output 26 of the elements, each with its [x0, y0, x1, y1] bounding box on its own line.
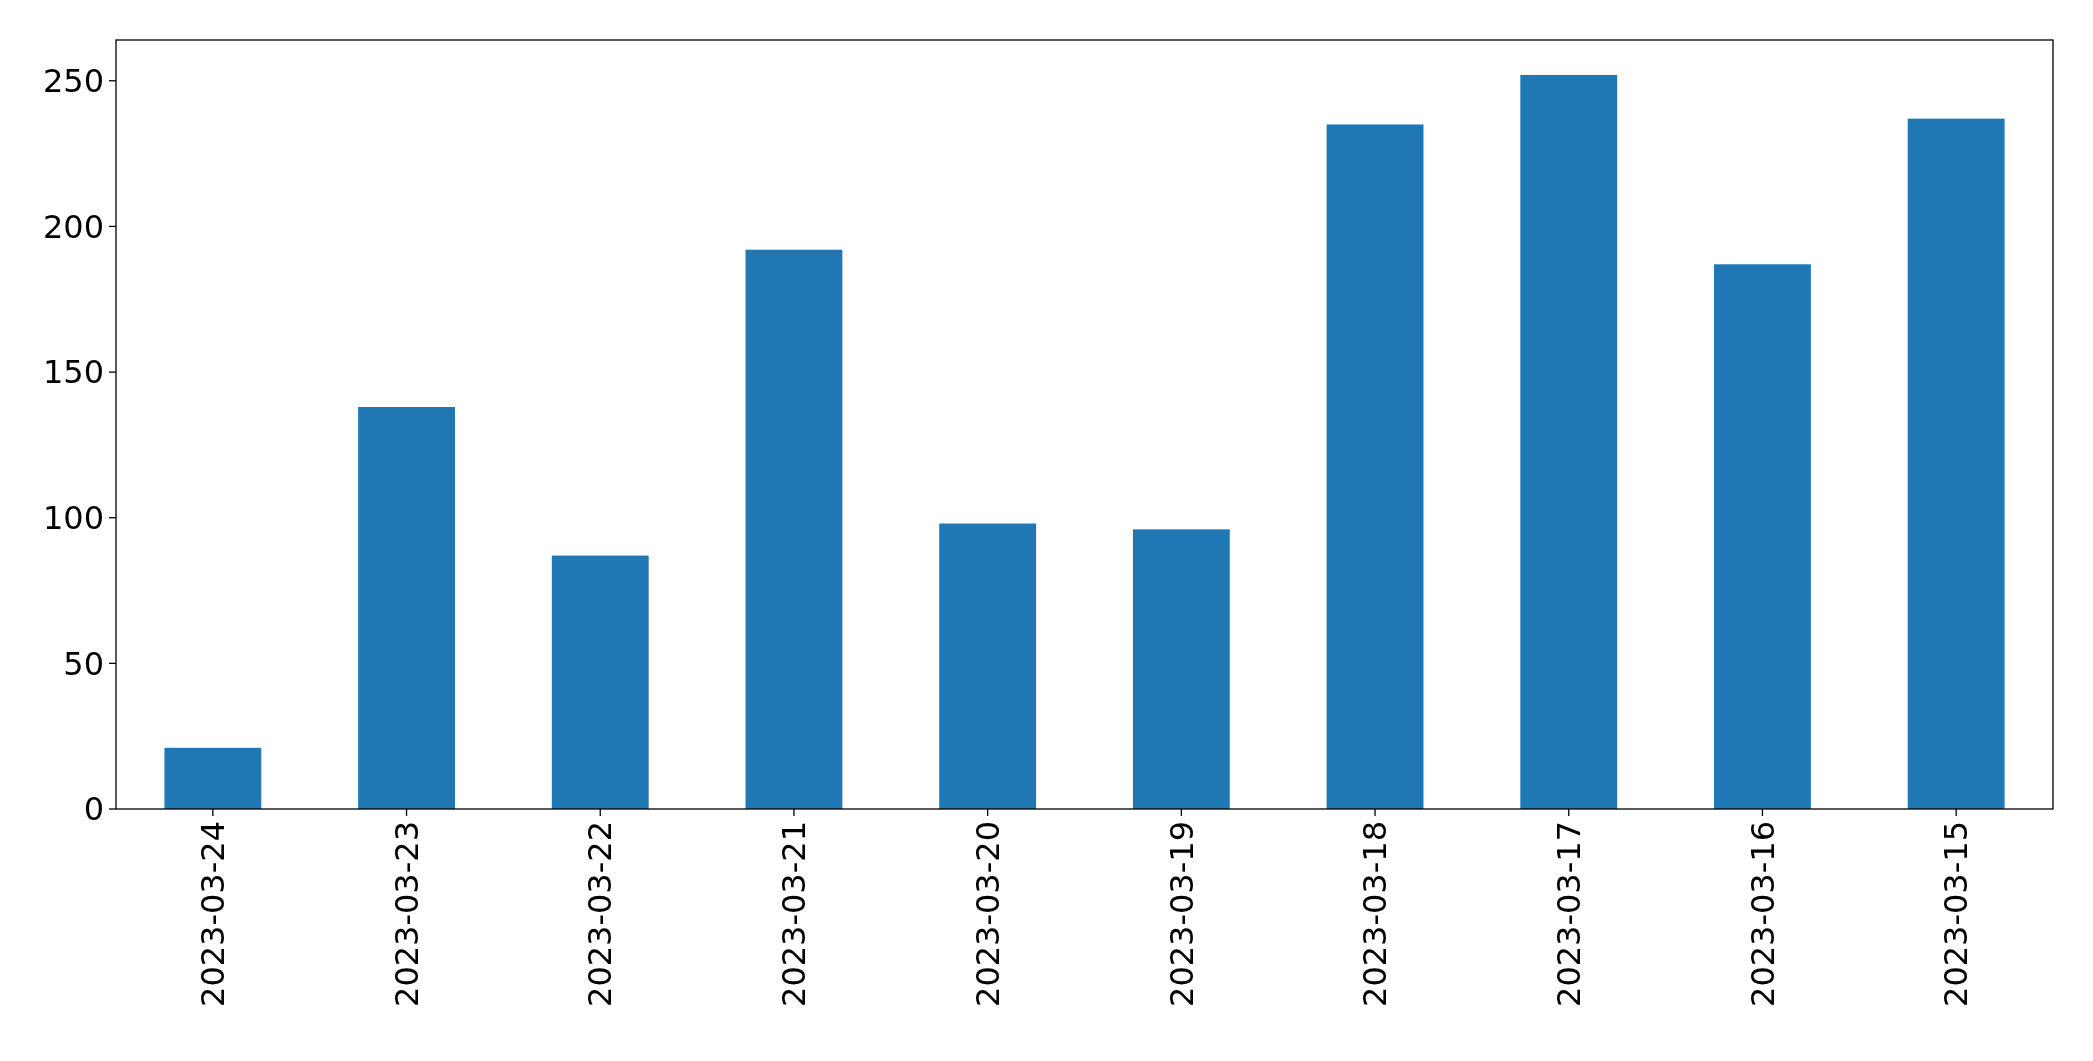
bar [745, 249, 843, 809]
y-tick-label: 0 [83, 790, 104, 829]
x-tick-label: 2023-03-18 [1356, 821, 1395, 1007]
bar [1907, 118, 2005, 809]
x-tick-label: 2023-03-20 [968, 821, 1007, 1007]
bar [1326, 124, 1424, 809]
x-tick-label: 2023-03-17 [1549, 821, 1588, 1007]
y-tick-label: 200 [42, 207, 104, 246]
x-tick-label: 2023-03-16 [1743, 821, 1782, 1007]
x-tick-label: 2023-03-19 [1162, 821, 1201, 1007]
y-tick-label: 50 [63, 644, 104, 683]
bar [551, 555, 649, 809]
y-tick-label: 150 [42, 353, 104, 392]
bar [358, 407, 455, 809]
x-tick-label: 2023-03-23 [387, 821, 426, 1007]
x-tick-label: 2023-03-21 [775, 821, 814, 1007]
bar [1520, 74, 1618, 809]
bar [164, 747, 262, 809]
x-tick-label: 2023-03-22 [581, 821, 620, 1007]
y-tick-label: 100 [42, 498, 104, 537]
y-tick-label: 250 [42, 61, 104, 100]
bar [939, 523, 1037, 809]
x-tick-label: 2023-03-15 [1937, 821, 1976, 1007]
x-tick-label: 2023-03-24 [194, 821, 233, 1007]
bar [1714, 264, 1811, 809]
bar [1132, 529, 1230, 809]
